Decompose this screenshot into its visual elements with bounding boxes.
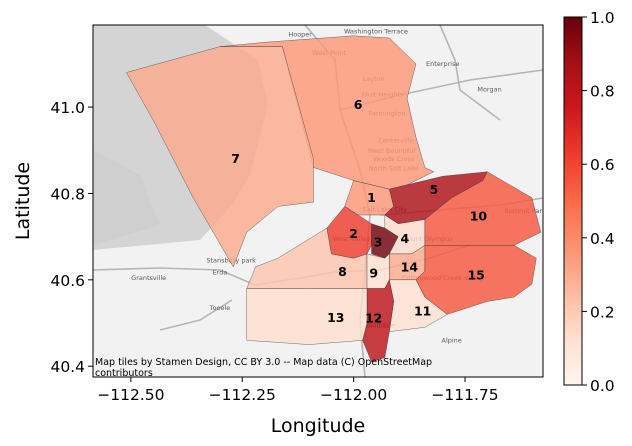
region-label-11: 11 bbox=[414, 303, 431, 318]
colorbar-tick-label-1: 0.2 bbox=[590, 303, 615, 321]
basemap-place-22: Alpine bbox=[442, 336, 462, 344]
region-label-10: 10 bbox=[470, 208, 488, 223]
region-label-14: 14 bbox=[401, 260, 419, 275]
basemap-place-0: Hooper bbox=[288, 31, 312, 39]
colorbar-tick-label-0: 0.0 bbox=[590, 377, 615, 395]
attribution-line-1: Map tiles by Stamen Design, CC BY 3.0 --… bbox=[95, 357, 432, 368]
x-tick-label-3: −111.75 bbox=[431, 386, 498, 404]
region-label-6: 6 bbox=[354, 97, 363, 112]
x-tick-label-0: −112.50 bbox=[97, 386, 164, 404]
basemap-lake-west bbox=[93, 150, 160, 245]
basemap-place-19: Tooele bbox=[209, 304, 231, 312]
basemap-place-3: Enterprise bbox=[426, 60, 459, 68]
y-axis-ticks: 41.0 40.8 40.6 40.4 bbox=[50, 99, 93, 376]
regions-layer bbox=[126, 35, 542, 363]
colorbar-tick-label-3: 0.6 bbox=[590, 156, 615, 174]
map-frame bbox=[92, 24, 544, 378]
basemap-place-1: Washington Terrace bbox=[344, 28, 408, 36]
region-label-13: 13 bbox=[327, 310, 344, 325]
colorbar-gradient bbox=[563, 16, 583, 386]
y-axis-label: Latitude bbox=[12, 162, 34, 240]
region-label-7: 7 bbox=[231, 151, 240, 166]
y-tick-label-3: 40.4 bbox=[50, 358, 85, 376]
region-label-3: 3 bbox=[374, 235, 383, 250]
attribution-line-2: contributors bbox=[95, 368, 153, 379]
y-tick-label-0: 41.0 bbox=[50, 99, 85, 117]
colorbar-ticks: 0.0 0.2 0.4 0.6 0.8 1.0 bbox=[582, 9, 615, 395]
region-label-4: 4 bbox=[401, 231, 410, 246]
region-label-8: 8 bbox=[338, 264, 347, 279]
basemap-place-18: Grantsville bbox=[131, 274, 166, 282]
basemap-place-5: Morgan bbox=[477, 86, 501, 94]
region-label-15: 15 bbox=[467, 268, 484, 283]
region-label-1: 1 bbox=[367, 190, 376, 205]
region-label-5: 5 bbox=[429, 182, 438, 197]
y-tick-label-1: 40.8 bbox=[50, 185, 85, 203]
colorbar-tick-label-2: 0.4 bbox=[590, 230, 615, 248]
region-15 bbox=[415, 245, 537, 315]
region-label-2: 2 bbox=[349, 226, 358, 241]
region-13 bbox=[246, 288, 368, 345]
region-7 bbox=[126, 46, 314, 268]
region-label-9: 9 bbox=[369, 265, 378, 280]
x-axis-ticks: −112.50 −112.25 −112.00 −111.75 bbox=[97, 377, 499, 404]
colorbar-tick-label-4: 0.8 bbox=[590, 83, 615, 101]
x-tick-label-1: −112.25 bbox=[209, 386, 276, 404]
basemap-place-17: Erda bbox=[213, 269, 228, 277]
region-label-12: 12 bbox=[365, 311, 382, 326]
x-tick-label-2: −112.00 bbox=[320, 386, 387, 404]
colorbar: 0.0 0.2 0.4 0.6 0.8 1.0 bbox=[563, 9, 615, 395]
region-6 bbox=[219, 35, 435, 190]
colorbar-tick-label-5: 1.0 bbox=[590, 9, 615, 27]
y-tick-label-2: 40.6 bbox=[50, 272, 85, 290]
x-axis-label: Longitude bbox=[271, 415, 366, 437]
